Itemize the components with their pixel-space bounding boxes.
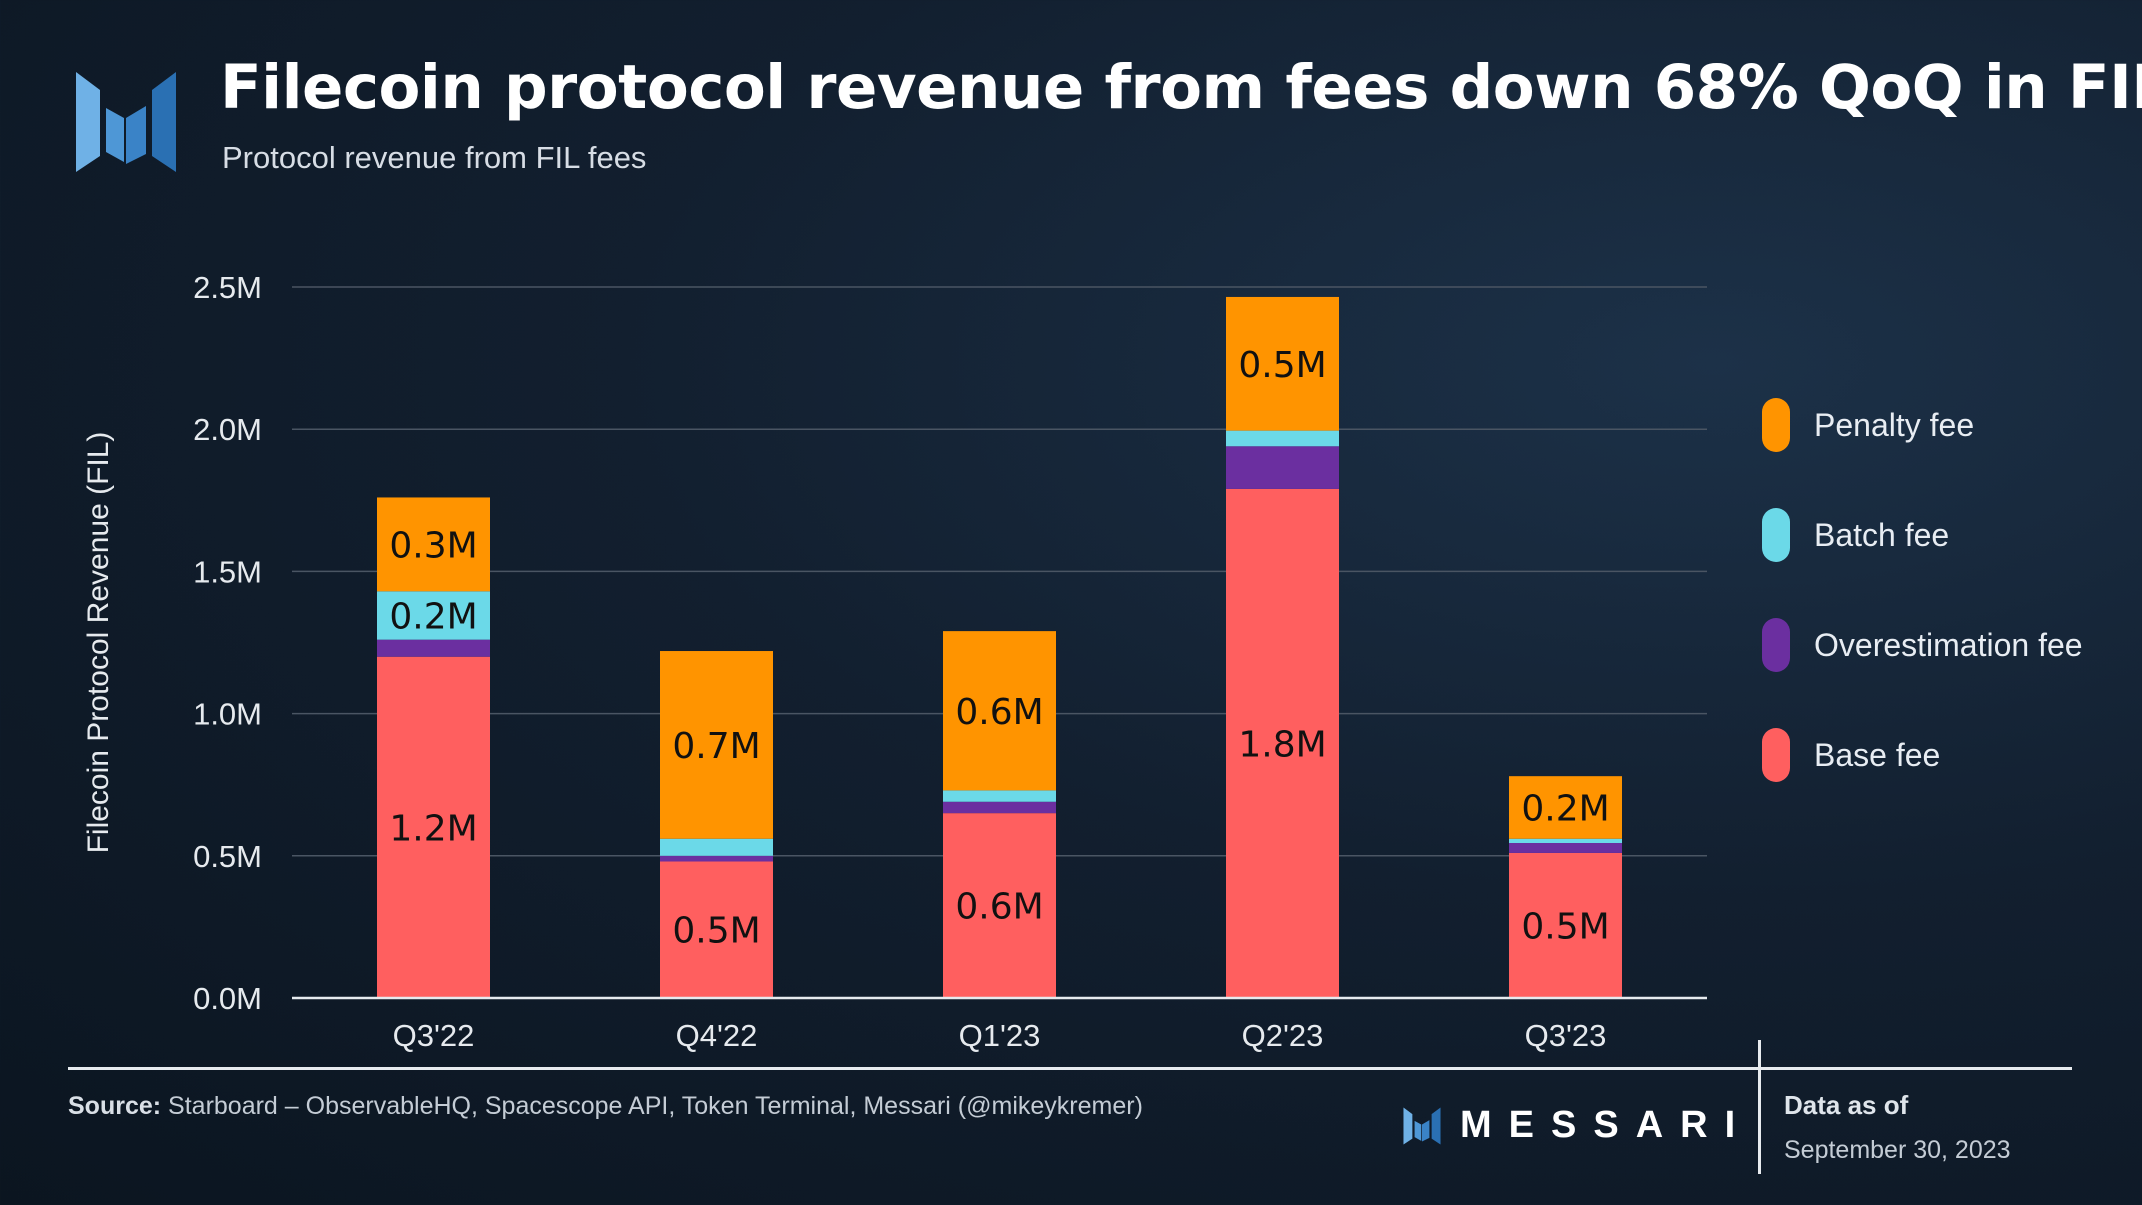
legend-label: Base fee xyxy=(1814,736,1941,773)
bar-segment-batch-fee xyxy=(1226,430,1339,447)
data-label: 0.2M xyxy=(389,596,477,637)
legend-item-overestimation-fee: Overestimation fee xyxy=(1762,618,2083,672)
legend-label: Penalty fee xyxy=(1814,406,1975,443)
bar-segment-batch-fee xyxy=(660,838,773,856)
source-text: Starboard – ObservableHQ, Spacescope API… xyxy=(168,1092,1143,1120)
legend-swatch-overestimation-fee xyxy=(1762,618,1790,672)
bar-segment-overestimation-fee xyxy=(1509,843,1622,853)
footer-vertical-divider xyxy=(1758,1040,1761,1174)
y-tick-label: 1.5M xyxy=(193,554,262,589)
bar-segment-penalty-fee xyxy=(377,497,490,592)
y-tick-label: 2.5M xyxy=(193,270,262,305)
bar-segment-base-fee xyxy=(377,656,490,998)
bar-segment-overestimation-fee xyxy=(1226,446,1339,489)
bar-segment-penalty-fee xyxy=(660,651,773,839)
chart-legend: Penalty fee Batch fee Overestimation fee… xyxy=(1762,398,2083,838)
brand-mark: MESSARI xyxy=(1402,1104,1752,1147)
legend-label: Batch fee xyxy=(1814,516,1950,553)
bar-segment-base-fee xyxy=(1226,488,1339,998)
legend-swatch-batch-fee xyxy=(1762,508,1790,562)
data-label: 1.8M xyxy=(1238,724,1326,765)
data-label: 0.5M xyxy=(672,911,760,952)
bar-segment-penalty-fee xyxy=(943,631,1056,791)
bar-segment-batch-fee xyxy=(1509,838,1622,844)
footer-divider xyxy=(68,1067,2072,1070)
source-label: Source: xyxy=(68,1092,162,1120)
bar-segment-penalty-fee xyxy=(1509,776,1622,839)
data-label: 0.7M xyxy=(672,726,760,767)
y-tick-label: 0.5M xyxy=(193,839,262,874)
y-tick-label: 2.0M xyxy=(193,412,262,447)
source-note: Source: Starboard – ObservableHQ, Spaces… xyxy=(68,1092,1143,1121)
data-label: 0.5M xyxy=(1238,345,1326,386)
bar-segment-penalty-fee xyxy=(1226,296,1339,431)
data-label: 1.2M xyxy=(389,808,477,849)
data-label: 0.5M xyxy=(1521,906,1609,947)
data-label: 0.2M xyxy=(1521,788,1609,829)
data-label: 0.6M xyxy=(955,692,1043,733)
legend-swatch-penalty-fee xyxy=(1762,398,1790,452)
bar-segment-base-fee xyxy=(943,813,1056,998)
legend-item-penalty-fee: Penalty fee xyxy=(1762,398,2083,452)
x-tick-label: Q1'23 xyxy=(959,1018,1041,1053)
brand-wordmark: MESSARI xyxy=(1460,1104,1753,1146)
y-tick-label: 1.0M xyxy=(193,697,262,732)
x-tick-label: Q2'23 xyxy=(1242,1018,1324,1053)
chart-title: Filecoin protocol revenue from fees down… xyxy=(220,52,2142,123)
bar-segment-batch-fee xyxy=(377,591,490,640)
bar-segment-base-fee xyxy=(1509,852,1622,998)
legend-label: Overestimation fee xyxy=(1814,626,2083,663)
bar-segment-overestimation-fee xyxy=(943,801,1056,814)
bar-segment-overestimation-fee xyxy=(377,639,490,657)
data-as-of-label: Data as of xyxy=(1784,1090,1909,1120)
x-tick-label: Q3'22 xyxy=(393,1018,475,1053)
bar-segment-base-fee xyxy=(660,861,773,998)
legend-item-batch-fee: Batch fee xyxy=(1762,508,2083,562)
x-tick-label: Q3'23 xyxy=(1525,1018,1607,1053)
messari-logo-icon xyxy=(76,72,176,172)
messari-brand-icon xyxy=(1403,1106,1441,1145)
data-label: 0.6M xyxy=(955,887,1043,928)
bar-segment-batch-fee xyxy=(943,790,1056,802)
legend-item-base-fee: Base fee xyxy=(1762,728,2083,782)
chart-subtitle: Protocol revenue from FIL fees xyxy=(222,140,647,175)
y-tick-label: 0.0M xyxy=(193,981,262,1016)
y-axis-title: Filecoin Protocol Revenue (FIL) xyxy=(82,432,115,854)
data-as-of-date: September 30, 2023 xyxy=(1784,1136,2011,1164)
data-label: 0.3M xyxy=(389,525,477,566)
bar-segment-overestimation-fee xyxy=(660,855,773,862)
x-tick-label: Q4'22 xyxy=(676,1018,758,1053)
legend-swatch-base-fee xyxy=(1762,728,1790,782)
